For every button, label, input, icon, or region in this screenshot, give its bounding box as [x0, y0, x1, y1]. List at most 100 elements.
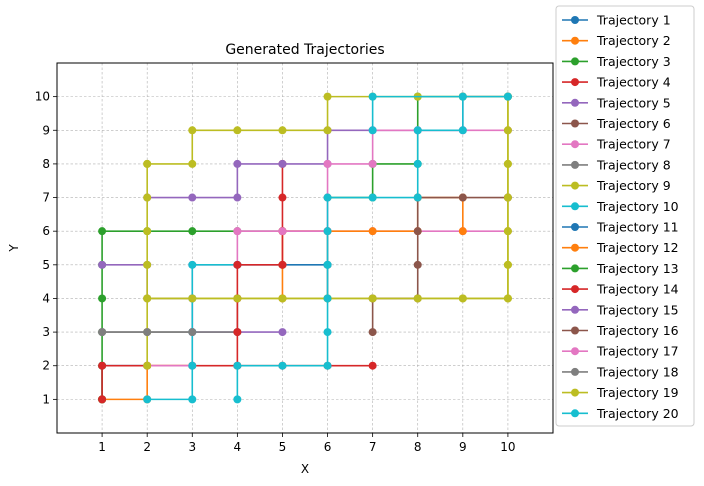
data-point [368, 92, 377, 101]
legend-label: Trajectory 1 [596, 13, 671, 28]
legend-marker [571, 388, 579, 397]
series-trajectory-18 [98, 328, 197, 337]
data-point [323, 361, 332, 370]
legend-item: Trajectory 4 [562, 75, 671, 90]
series-line [101, 364, 148, 400]
legend-item: Trajectory 1 [562, 13, 671, 28]
data-point [413, 227, 422, 236]
data-point [503, 193, 512, 202]
data-point [143, 193, 152, 202]
y-tick-label: 7 [42, 191, 50, 205]
data-point [98, 395, 107, 404]
legend-item: Trajectory 13 [562, 261, 679, 276]
legend-marker [571, 16, 579, 24]
data-point [98, 227, 107, 236]
legend-marker [571, 119, 579, 128]
y-tick-label: 9 [42, 123, 50, 137]
legend-label: Trajectory 17 [596, 344, 679, 359]
data-point [188, 361, 197, 370]
legend-marker [571, 326, 579, 335]
series-trajectory-19 [143, 92, 512, 303]
legend-marker [571, 181, 579, 190]
data-point [278, 126, 287, 135]
data-point [458, 227, 467, 236]
data-point [368, 294, 377, 303]
data-point [278, 159, 287, 168]
legend-label: Trajectory 5 [596, 95, 671, 110]
legend-label: Trajectory 19 [596, 385, 679, 400]
data-point [278, 260, 287, 269]
legend-item: Trajectory 11 [562, 220, 679, 235]
series-line [236, 95, 509, 400]
x-tick-label: 10 [500, 440, 515, 454]
legend-item: Trajectory 20 [562, 406, 679, 421]
data-point [278, 294, 287, 303]
data-point [413, 159, 422, 168]
legend-item: Trajectory 17 [562, 344, 679, 359]
legend-marker [571, 98, 579, 107]
plot-area-frame [56, 62, 554, 434]
data-point [143, 395, 152, 404]
legend-label: Trajectory 15 [596, 302, 679, 317]
legend-marker [571, 36, 579, 45]
x-tick-label: 7 [369, 440, 377, 454]
y-axis-label: Y [7, 244, 21, 253]
x-tick-label: 1 [98, 440, 106, 454]
data-point [278, 193, 287, 202]
data-point [368, 328, 377, 337]
data-point [413, 193, 422, 202]
data-point [323, 227, 332, 236]
legend-item: Trajectory 14 [562, 282, 679, 297]
legend-marker [571, 243, 579, 252]
legend-marker [571, 285, 579, 294]
legend-item: Trajectory 10 [562, 199, 679, 214]
legend-item: Trajectory 19 [562, 385, 679, 400]
data-point [188, 193, 197, 202]
data-point [188, 260, 197, 269]
series-trajectory-1 [98, 361, 152, 404]
data-point [233, 361, 242, 370]
x-tick-label: 8 [414, 440, 422, 454]
legend-marker [571, 305, 579, 314]
data-point [503, 227, 512, 236]
axis-ticks: 1 2 3 4 5 6 7 8 9 10 1 2 3 4 5 6 7 8 9 10 [35, 90, 516, 454]
x-tick-label: 6 [324, 440, 332, 454]
legend-marker [571, 347, 579, 356]
x-tick-label: 9 [459, 440, 467, 454]
data-point [323, 294, 332, 303]
series-trajectory-8 [98, 294, 242, 337]
data-point [503, 159, 512, 168]
x-tick-label: 4 [234, 440, 242, 454]
data-point [143, 159, 152, 168]
legend-label: Trajectory 6 [596, 116, 671, 131]
data-point [143, 361, 152, 370]
y-tick-label: 3 [42, 325, 50, 339]
y-tick-label: 2 [42, 359, 50, 373]
data-point [368, 159, 377, 168]
series-trajectory-20 [233, 92, 512, 404]
data-point [143, 294, 152, 303]
legend-frame [555, 5, 695, 427]
data-point [323, 260, 332, 269]
data-point [503, 260, 512, 269]
data-point [413, 126, 422, 135]
data-point [188, 328, 197, 337]
data-point [233, 159, 242, 168]
data-point [368, 126, 377, 135]
data-point [368, 361, 377, 370]
legend-marker [571, 140, 579, 149]
legend-label: Trajectory 14 [596, 282, 679, 297]
data-point [458, 126, 467, 135]
legend-item: Trajectory 12 [562, 240, 679, 255]
legend-item: Trajectory 15 [562, 302, 679, 317]
legend-label: Trajectory 18 [596, 364, 679, 379]
data-point [233, 395, 242, 404]
data-point [143, 227, 152, 236]
series-line [102, 364, 193, 401]
legend-label: Trajectory 3 [596, 54, 671, 69]
data-point [503, 126, 512, 135]
data-point [503, 92, 512, 101]
x-tick-label: 5 [279, 440, 287, 454]
data-point [188, 294, 197, 303]
legend-label: Trajectory 16 [596, 323, 679, 338]
